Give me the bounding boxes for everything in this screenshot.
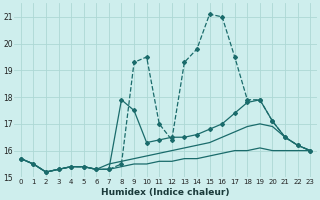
X-axis label: Humidex (Indice chaleur): Humidex (Indice chaleur) [101,188,230,197]
